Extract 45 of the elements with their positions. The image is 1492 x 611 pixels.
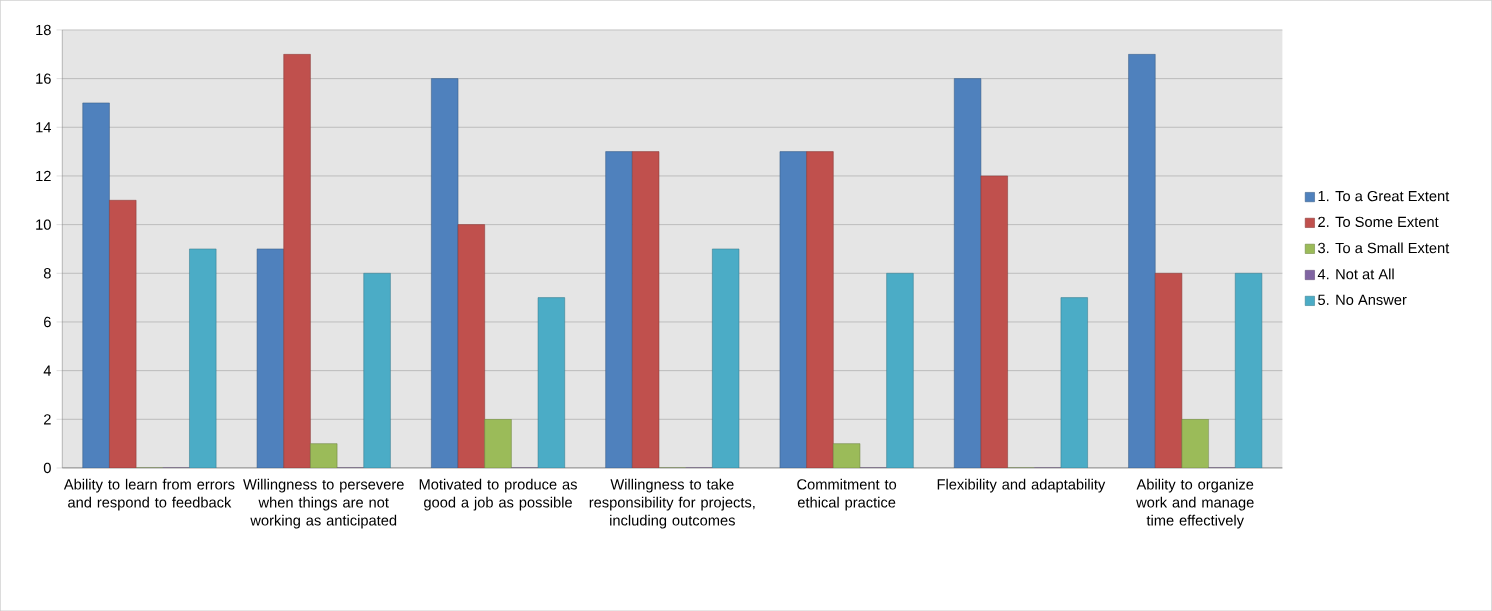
y-tick-label: 16 bbox=[36, 73, 51, 84]
bar bbox=[82, 102, 110, 468]
bar bbox=[189, 248, 217, 468]
bar bbox=[256, 248, 284, 468]
legend-label: 4. Not at All bbox=[1317, 268, 1394, 280]
x-tick-label: Willingness to persevere when things are not working as anticipated bbox=[243, 478, 404, 529]
x-tick-label: Willingness to take responsibility for projects, including outcomes bbox=[589, 478, 755, 529]
bar bbox=[484, 418, 512, 468]
bar bbox=[537, 297, 565, 468]
y-tick-label: 2 bbox=[44, 414, 51, 425]
x-tick-label: Ability to organize work and manage time effectively bbox=[1136, 478, 1254, 529]
y-tick-label: 18 bbox=[36, 24, 51, 35]
y-tick-label: 8 bbox=[43, 267, 51, 279]
bar bbox=[1181, 418, 1209, 468]
bar bbox=[886, 272, 914, 468]
y-tick-label: 12 bbox=[36, 170, 51, 181]
y-tick-label: 4 bbox=[43, 365, 51, 376]
bar bbox=[1154, 272, 1183, 468]
bar bbox=[632, 151, 660, 468]
legend-label: 2. To Some Extent bbox=[1318, 216, 1439, 227]
y-tick-label: 6 bbox=[44, 316, 51, 328]
y-tick-label: 10 bbox=[36, 219, 51, 230]
x-tick-label: Ability to learn from errors and respond to feedback bbox=[63, 478, 235, 511]
bar bbox=[605, 151, 633, 468]
bar bbox=[980, 175, 1008, 468]
y-tick-label: 14 bbox=[36, 122, 51, 133]
x-tick-label: Commitment to ethical practice bbox=[797, 478, 897, 511]
legend-label: 1. To a Great Extent bbox=[1318, 190, 1450, 202]
y-tick-label: 0 bbox=[43, 462, 51, 474]
bar bbox=[1060, 297, 1088, 468]
legend-label: 5. No Answer bbox=[1318, 294, 1407, 305]
bar bbox=[806, 151, 834, 468]
bar bbox=[363, 272, 391, 468]
bar bbox=[457, 224, 485, 468]
x-tick-label: Motivated to produce as good a job as possible bbox=[419, 478, 577, 511]
bar bbox=[431, 78, 459, 468]
bar bbox=[712, 248, 740, 468]
legend-label: 3. To a Small Extent bbox=[1318, 242, 1450, 254]
x-tick-label: Flexibility and adaptability bbox=[937, 478, 1106, 493]
bar bbox=[1234, 272, 1263, 468]
bar bbox=[109, 199, 137, 468]
bar bbox=[1128, 53, 1156, 468]
bar bbox=[283, 53, 311, 468]
bar bbox=[953, 78, 982, 468]
bar bbox=[779, 151, 807, 468]
